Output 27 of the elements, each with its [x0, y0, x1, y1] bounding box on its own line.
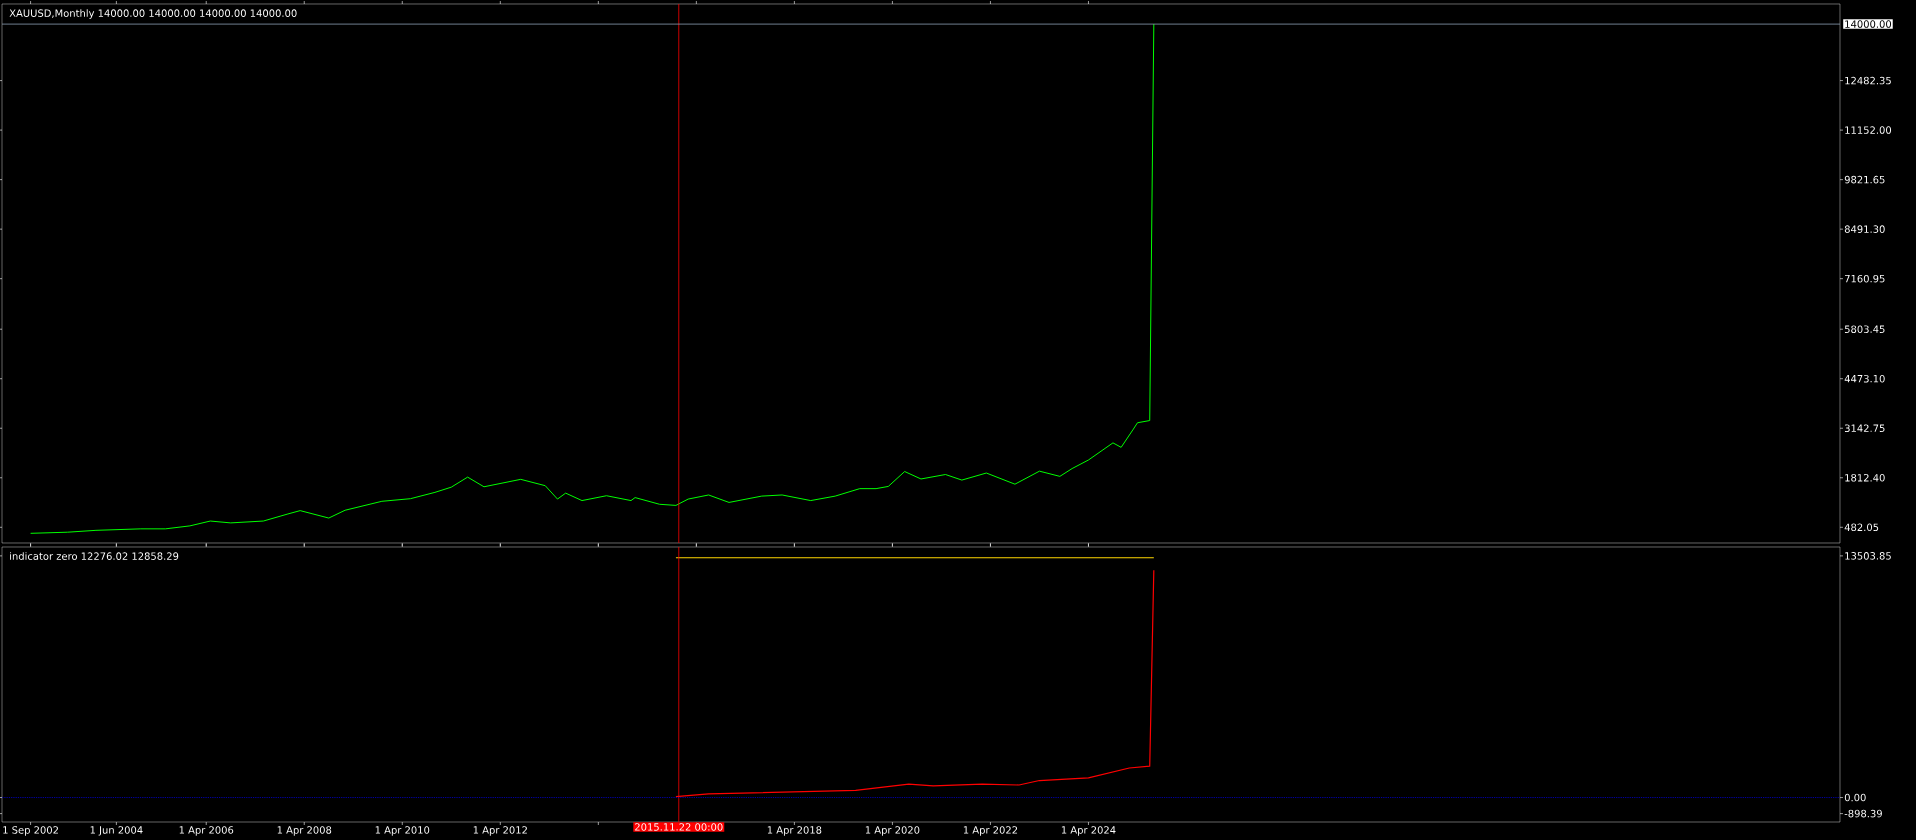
y-tick-label: 9821.65: [1844, 175, 1885, 184]
y-tick-label: 8491.30: [1844, 225, 1885, 233]
x-tick-label: 1 Jun 2004: [90, 826, 143, 836]
x-tick-label: 1 Apr 2012: [473, 826, 527, 836]
x-tick-label: 1 Apr 2018: [767, 826, 822, 836]
y-tick-label: 1812.40: [1845, 473, 1885, 482]
x-tick-label: 1 Apr 2006: [179, 826, 234, 836]
y-tick-label: 5803.45: [1844, 325, 1885, 333]
y-tick-label: 13503.85: [1845, 552, 1891, 560]
ref-line-label: 14000.00: [1845, 20, 1892, 28]
ref-line-label: 2015.11.22 00:00: [635, 823, 723, 831]
y-tick-label: 3142.75: [1844, 424, 1885, 433]
y-tick-label: 482.05: [1844, 523, 1879, 532]
x-tick-label: 1 Sep 2002: [3, 826, 58, 836]
chart-title: indicator zero 12276.02 12858.29: [10, 552, 179, 560]
x-tick-label: 1 Apr 2024: [1061, 826, 1116, 836]
x-tick-label: 1 Apr 2020: [865, 826, 920, 836]
x-tick-label: 1 Apr 2010: [375, 826, 430, 836]
y-tick-label: 4473.10: [1844, 374, 1885, 383]
x-tick-label: 1 Apr 2008: [277, 826, 332, 836]
x-tick-label: 1 Apr 2022: [963, 826, 1018, 836]
y-tick-label: 11152.00: [1845, 126, 1892, 134]
y-tick-label: 12482.35: [1845, 76, 1891, 85]
y-tick-label: 0.00: [1844, 793, 1866, 802]
y-tick-label: 7160.95: [1844, 274, 1885, 283]
y-tick-label: -898.39: [1844, 809, 1882, 818]
text: XAUUSD,Monthly 14000.00 14000.00 14000.00 14000.00: [9, 9, 297, 19]
